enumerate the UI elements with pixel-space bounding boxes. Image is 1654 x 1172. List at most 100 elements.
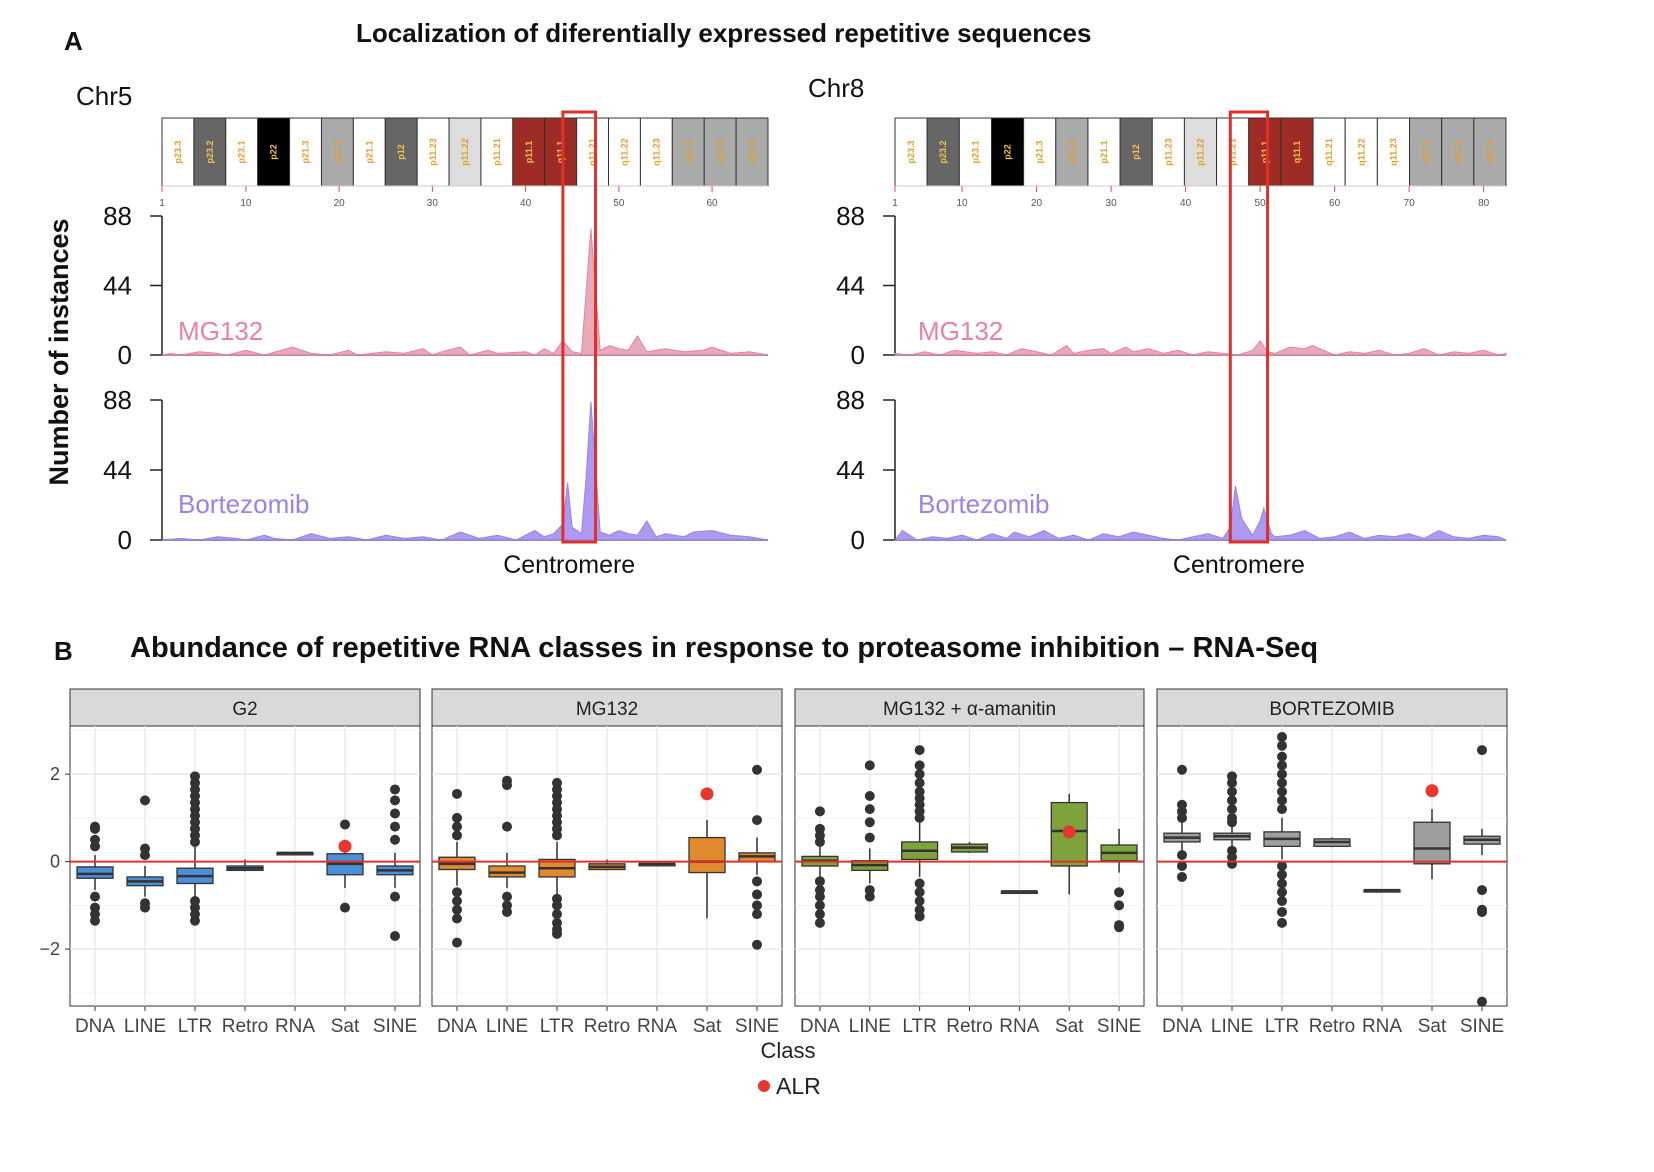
y-tick-label: 44 [836,455,865,485]
y-tick-label: 2 [50,764,60,784]
band-label: q11.21 [588,138,598,166]
band-label: p11.22 [460,138,470,166]
x-tick-label: LINE [486,1016,528,1037]
facet-strip [69,688,421,727]
ideogram-band [193,117,227,187]
box-outlier [1227,858,1237,869]
chromosome-label: Chr5 [76,81,132,111]
band-label: q11.1 [1292,141,1302,164]
series-area [893,485,1507,541]
box-outlier [752,815,762,826]
box-outlier [914,896,925,906]
band-label: p21.2 [332,140,342,163]
box-outlier [390,784,400,795]
band-label: p22 [269,144,279,160]
box-outlier [452,896,462,906]
ideogram-band [639,117,673,187]
y-tick-label: 88 [103,385,132,415]
series-label: Bortezomib [178,489,310,519]
box-outlier [914,812,925,823]
band-label: p22 [1003,144,1013,160]
ideogram-tick-label: 30 [1106,198,1118,209]
box-outlier [1277,760,1287,771]
box-outlier [814,891,825,902]
box-outlier [1277,906,1287,917]
box-outlier [1277,869,1287,880]
band-label: p11.1 [1260,141,1270,164]
box-outlier [1477,996,1487,1007]
box-outlier [140,902,150,913]
band-label: p12 [396,144,406,160]
ideogram-tick-label: 60 [1329,198,1341,209]
box-outlier [1114,887,1125,898]
centromere-highlight [561,110,598,544]
ideogram-tick-label: 60 [706,198,718,209]
y-tick-label: 0 [118,340,132,370]
box-outlier [752,939,762,950]
x-tick-label: SINE [1460,1016,1504,1037]
facet-label: G2 [232,699,257,720]
ideogram-band [1216,117,1250,187]
box-outlier [552,900,562,911]
box-outlier [452,887,462,898]
box-outlier [1277,769,1287,780]
box-outlier [452,812,462,823]
box-outlier [1477,906,1487,917]
ideogram-band [703,117,737,187]
ideogram-band [1441,117,1475,187]
box-outlier [140,795,150,806]
box-outlier [390,821,400,832]
ideogram-band [448,117,482,187]
box-outlier [552,830,562,841]
box-outlier [1177,812,1187,823]
box-outlier [864,791,875,801]
band-label: p23.3 [906,140,916,163]
box-outlier [190,915,200,926]
box-outlier [552,909,562,920]
box-outlier [1114,922,1125,933]
box-outlier [752,900,762,911]
box-outlier [914,760,925,771]
x-tick-label: RNA [637,1016,677,1037]
x-tick-label: LTR [902,1016,936,1037]
box-outlier [1277,795,1287,806]
ideogram-tick-label: 50 [613,198,625,209]
x-tick-label: LTR [540,1016,574,1037]
facet-strip [431,688,783,727]
box-outlier [340,902,350,913]
band-label: p21.2 [1067,140,1077,163]
x-tick-label: Retro [222,1016,268,1037]
box-body [76,866,114,879]
x-tick-label: Retro [1309,1016,1355,1037]
box-outlier [390,795,400,806]
centromere-label: Centromere [503,551,635,579]
x-tick-label: DNA [437,1016,477,1037]
box-outlier [814,909,825,920]
panel-b-chart: G2 DNA LINE LTR Retro RNA Sat SINE −2 0 2 MG132 DNA L… [39,688,1508,1099]
ideogram-band [1248,117,1282,187]
band-label: p11.23 [1163,138,1173,166]
box-outlier [1114,900,1125,911]
box-outlier [1177,871,1187,882]
x-tick-label: Retro [946,1016,992,1037]
y-tick-label: 44 [103,271,132,301]
band-label: q11.22 [619,138,629,166]
x-tick-label: RNA [999,1016,1039,1037]
panel-a-title: Localization of diferentially expressed … [356,18,1092,48]
band-label: p11.22 [1196,138,1206,166]
ideogram-band [671,117,705,187]
band-label: p23.1 [237,140,247,163]
box-outlier [752,909,762,920]
band-label: p23.3 [173,140,183,163]
facet-label: MG132 + α-amanitin [883,699,1056,720]
box-outlier [390,808,400,819]
series-label: MG132 [918,316,1003,346]
box-outlier [1177,850,1187,861]
box-outlier [1277,777,1287,788]
band-label: p12 [1131,144,1141,160]
box-outlier [752,889,762,900]
x-tick-label: LINE [1211,1016,1253,1037]
box-outlier [864,832,875,843]
box-outlier [1177,764,1187,775]
box-outlier [814,806,825,817]
